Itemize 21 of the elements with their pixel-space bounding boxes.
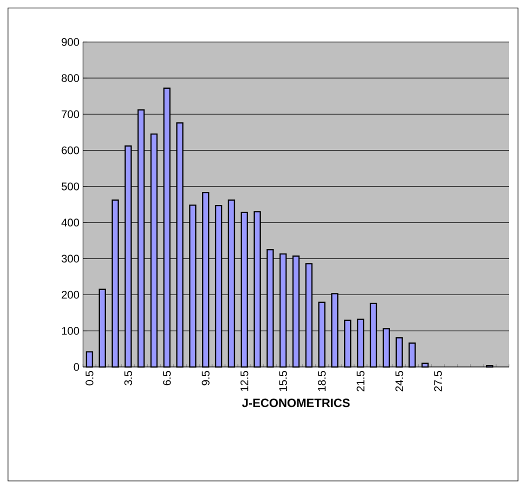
x-tick-label: 15.5 (279, 370, 287, 392)
x-tick-label: 9.5 (202, 370, 210, 386)
x-tick-label: 12.5 (240, 370, 248, 392)
y-tick-label: 800 (62, 74, 80, 82)
x-tick-label: 18.5 (318, 370, 326, 392)
x-axis-title: J-ECONOMETRICS (242, 398, 350, 408)
y-tick-label: 300 (62, 254, 80, 263)
y-tick-label: 500 (62, 182, 80, 190)
y-tick-label: 200 (62, 290, 80, 299)
x-tick-label: 21.5 (356, 370, 364, 392)
x-tick-label: 24.5 (395, 370, 404, 392)
x-tick-label: 3.5 (124, 370, 132, 386)
y-tick-label: 600 (62, 146, 80, 154)
y-tick-label: 100 (62, 327, 80, 335)
y-tick-label: 0 (74, 363, 80, 371)
x-tick-label: 6.5 (163, 370, 171, 386)
y-tick-label: 400 (61, 218, 80, 226)
y-tick-label: 700 (62, 110, 80, 118)
y-tick-label: 900 (62, 38, 80, 46)
x-tick-label: 27.5 (434, 370, 442, 392)
x-tick-label: 0.5 (86, 370, 94, 386)
